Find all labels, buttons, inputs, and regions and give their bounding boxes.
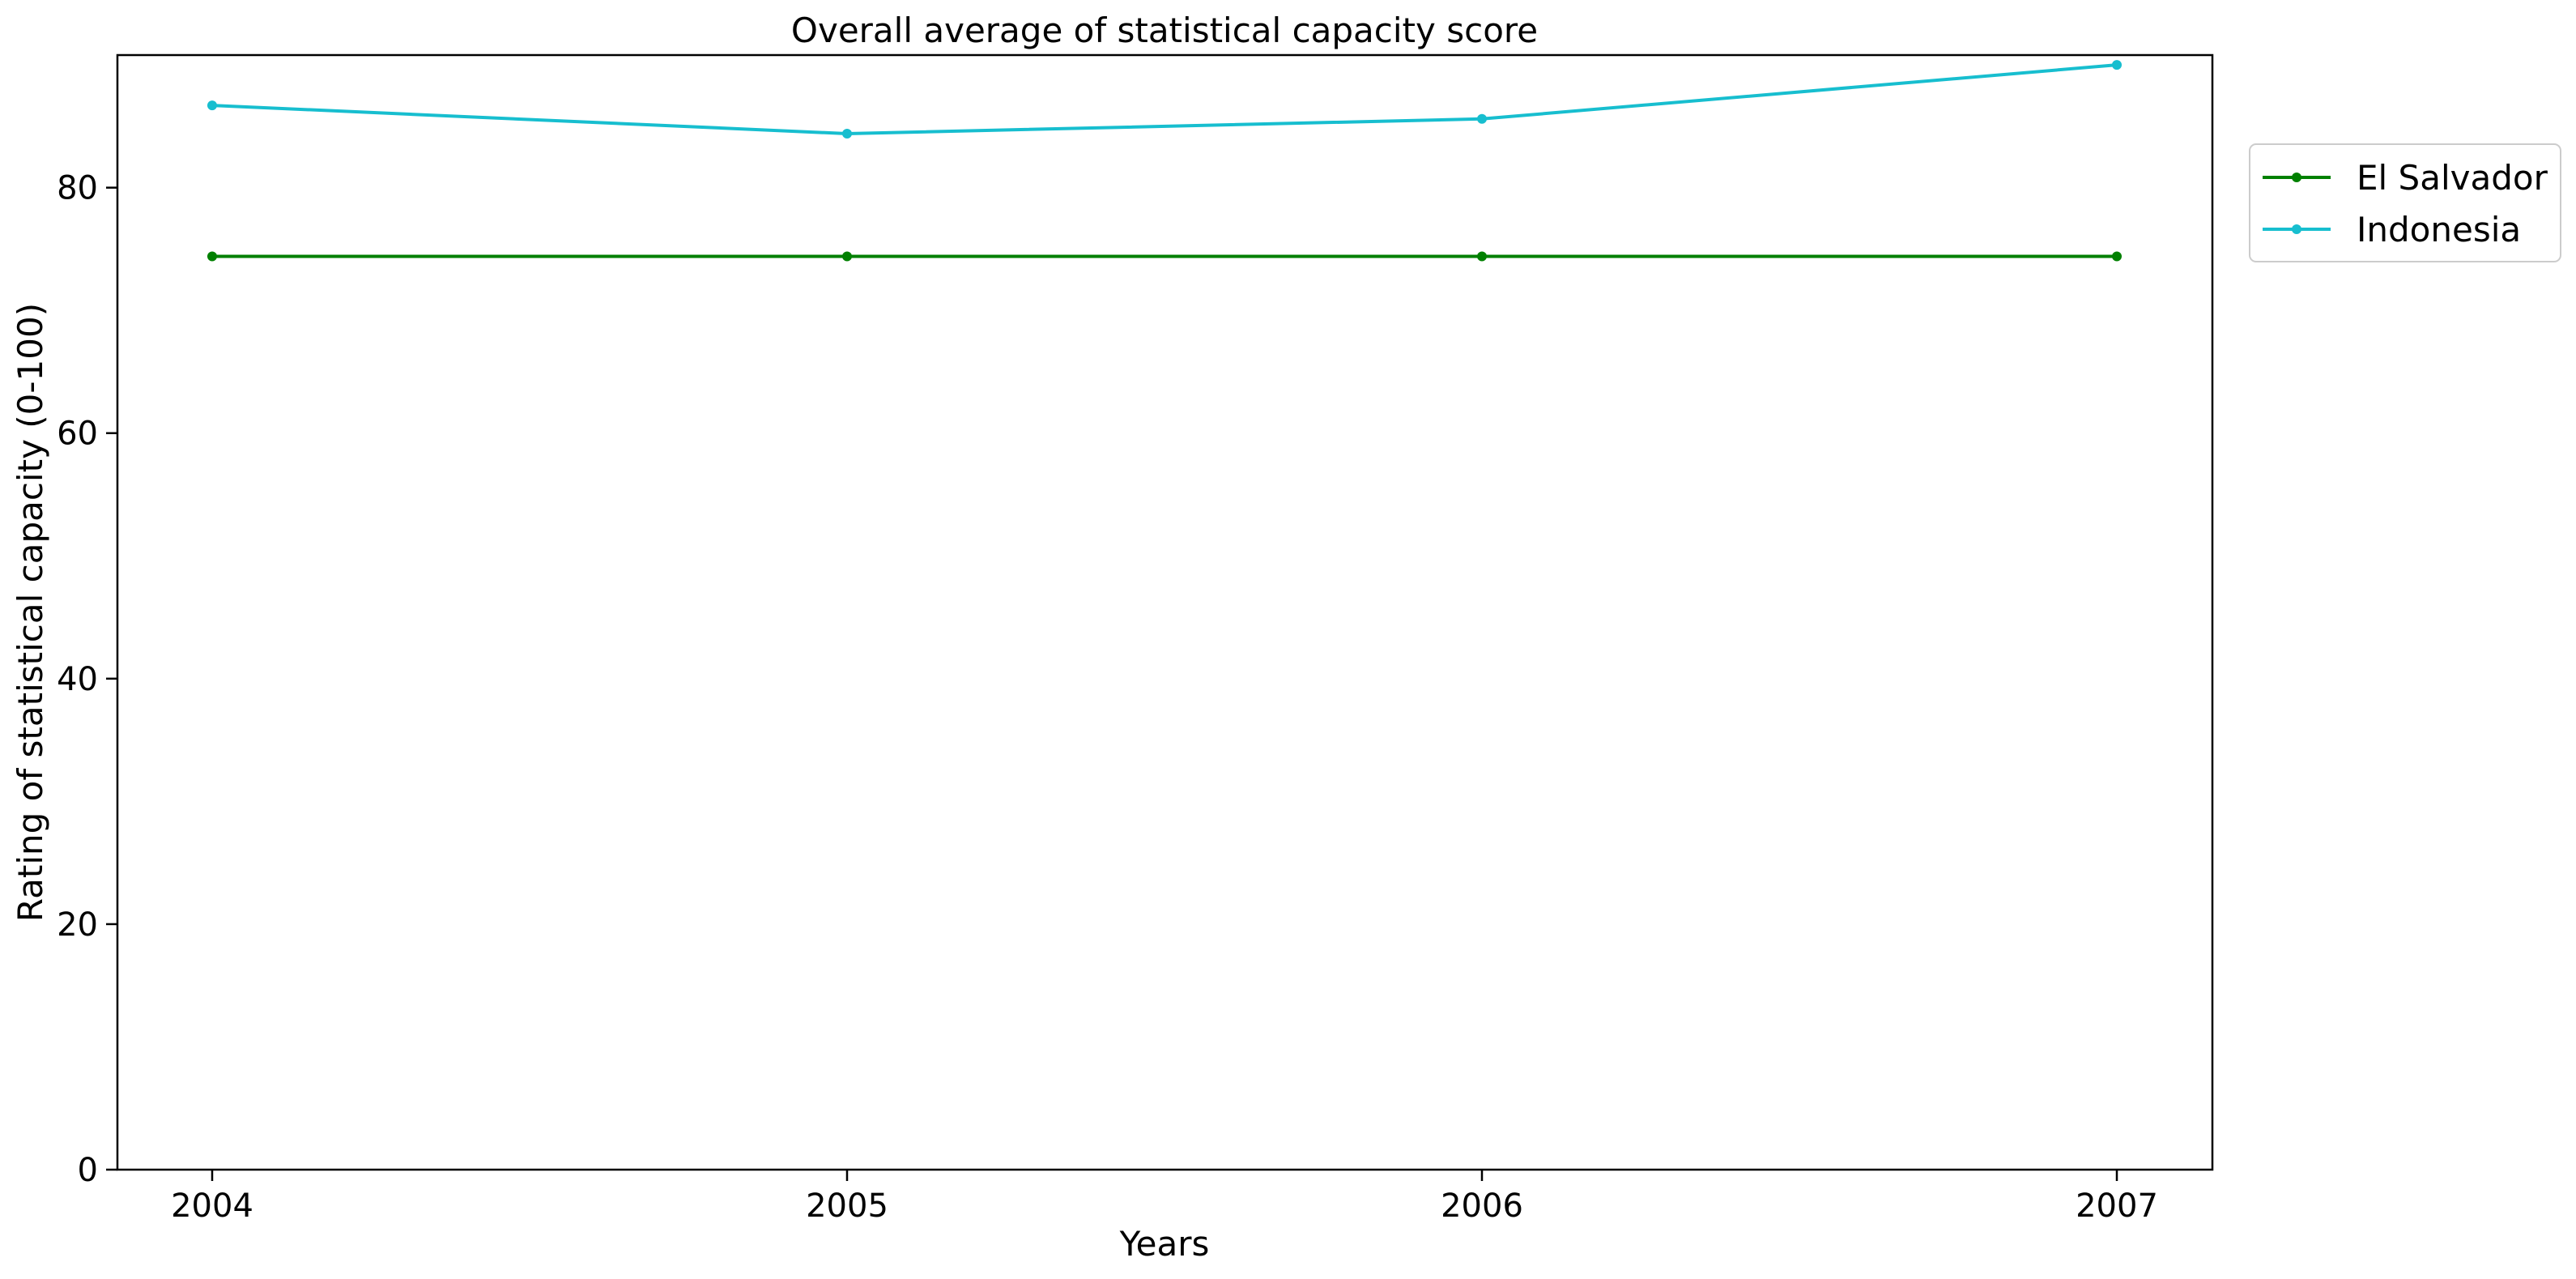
data-point-indonesia bbox=[207, 100, 217, 111]
x-tick-label: 2006 bbox=[1441, 1187, 1523, 1225]
legend: El Salvador Indonesia bbox=[2249, 143, 2561, 262]
data-point-indonesia bbox=[1477, 113, 1487, 124]
legend-swatch-marker bbox=[2292, 224, 2301, 234]
y-tick-label: 40 bbox=[57, 661, 98, 698]
chart-title: Overall average of statistical capacity … bbox=[791, 11, 1538, 50]
series-line-indonesia bbox=[211, 63, 2118, 135]
x-axis: 2004 2005 2006 2007 bbox=[171, 1170, 2158, 1225]
y-tick-label: 0 bbox=[78, 1152, 98, 1189]
plot-area bbox=[116, 53, 2214, 1171]
data-point-indonesia bbox=[2112, 60, 2122, 70]
legend-swatch-marker bbox=[2292, 173, 2301, 182]
legend-box bbox=[2249, 143, 2561, 262]
x-tick-label: 2004 bbox=[171, 1187, 253, 1225]
y-axis: 0 20 40 60 80 bbox=[57, 170, 117, 1189]
data-point-el-salvador bbox=[207, 251, 217, 262]
x-tick-label: 2007 bbox=[2076, 1187, 2158, 1225]
y-tick-label: 60 bbox=[57, 416, 98, 453]
data-point-el-salvador bbox=[2112, 251, 2122, 262]
x-axis-title: Years bbox=[1119, 1224, 1210, 1264]
x-tick-label: 2005 bbox=[806, 1187, 888, 1225]
data-point-el-salvador bbox=[842, 251, 852, 262]
legend-label: Indonesia bbox=[2357, 210, 2521, 249]
series-layer bbox=[207, 60, 2122, 262]
legend-item-indonesia: Indonesia bbox=[2263, 210, 2521, 249]
legend-label: El Salvador bbox=[2357, 158, 2548, 198]
y-axis-title: Rating of statistical capacity (0-100) bbox=[11, 303, 50, 922]
legend-item-el-salvador: El Salvador bbox=[2263, 158, 2548, 198]
y-tick-label: 80 bbox=[57, 170, 98, 207]
y-tick-label: 20 bbox=[57, 906, 98, 944]
data-point-indonesia bbox=[842, 128, 852, 139]
data-point-el-salvador bbox=[1477, 251, 1487, 262]
